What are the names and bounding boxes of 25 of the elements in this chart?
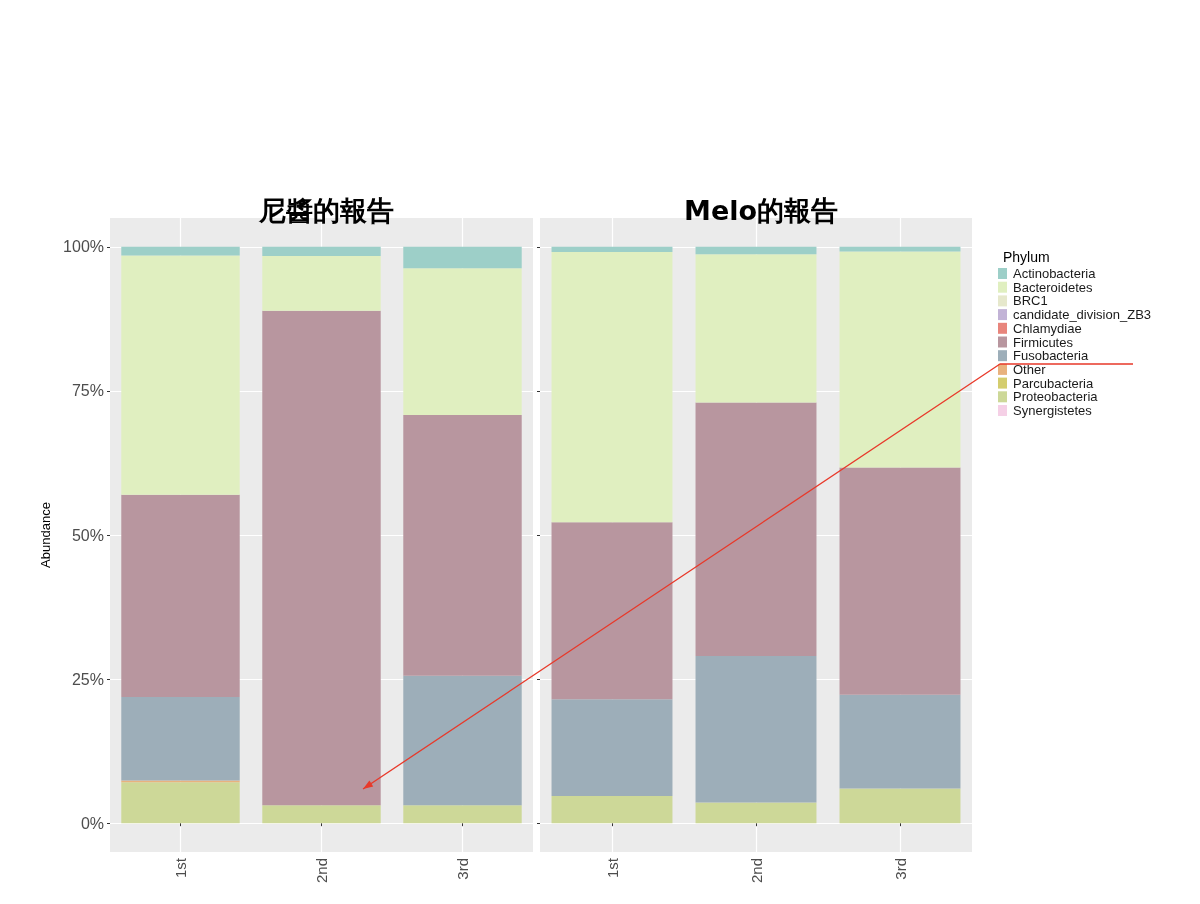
y-tick-label: 50% (71, 526, 104, 544)
legend-label: Actinobacteria (1013, 266, 1097, 281)
y-tick-label: 0% (80, 814, 104, 832)
legend-label: Synergistetes (1013, 403, 1093, 418)
x-tick-label: 2nd (313, 858, 330, 884)
x-tick-label: 3rd (454, 858, 471, 880)
y-tick-label: 25% (71, 670, 104, 688)
legend-label: candidate_division_ZB3 (1013, 307, 1152, 323)
legend-label: Chlamydiae (1013, 320, 1082, 336)
legend-label: Fusobacteria (1013, 348, 1089, 364)
x-tick-label: 1st (603, 857, 621, 879)
legend-title: Phylum (1003, 249, 1050, 265)
legend-label: Other (1013, 361, 1047, 377)
legend-label: Parcubacteria (1013, 375, 1094, 391)
legend-label: Bacteroidetes (1013, 279, 1093, 295)
x-tick-label: 2nd (747, 858, 765, 884)
y-tick-label: 75% (71, 382, 104, 400)
x-tick-label: 1st (172, 857, 189, 879)
legend-label: BRC1 (1013, 293, 1048, 309)
y-axis-title: Abundance (38, 502, 53, 568)
x-tick-label: 3rd (891, 858, 909, 880)
chart-title: 尼醬的報告 (258, 195, 394, 226)
chart-title: Melo的報告 (684, 195, 838, 226)
legend-label: Proteobacteria (1013, 389, 1099, 405)
y-tick-label: 100% (63, 238, 104, 256)
